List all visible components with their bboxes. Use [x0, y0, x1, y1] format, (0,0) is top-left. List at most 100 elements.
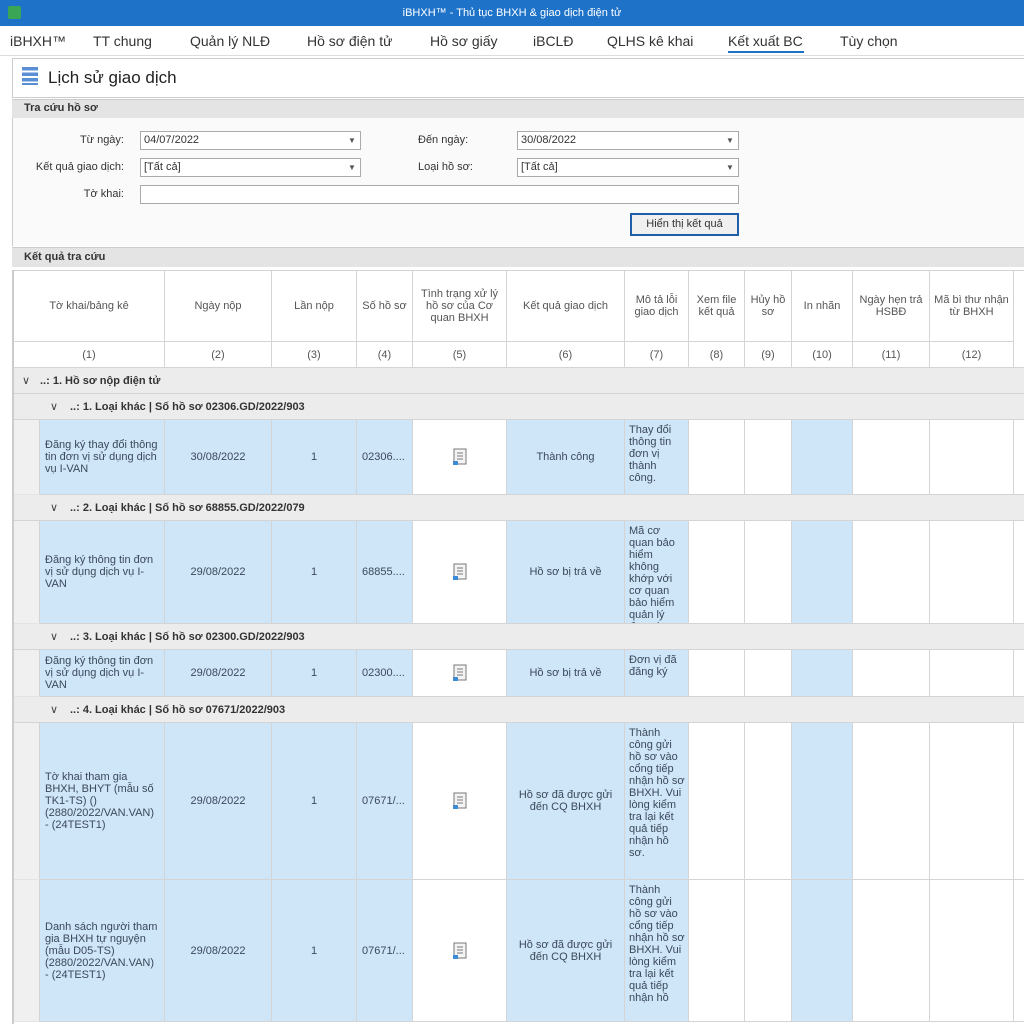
- expand-chevron[interactable]: ∨: [22, 375, 31, 387]
- menu-item[interactable]: TT chung: [93, 33, 152, 49]
- menu-item[interactable]: Hồ sơ điện tử: [307, 33, 393, 49]
- row-filler: [1014, 723, 1024, 880]
- field-label: Loại hồ sơ:: [418, 161, 473, 173]
- section-bar: [12, 247, 1024, 267]
- menu-item[interactable]: Hồ sơ giấy: [430, 33, 498, 49]
- status-icon[interactable]: [452, 563, 468, 581]
- row-filler: [1014, 420, 1024, 495]
- row-indent: [14, 420, 40, 495]
- empty-cell[interactable]: [413, 723, 507, 880]
- column-header[interactable]: Tờ khai/bảng kê: [14, 270, 165, 342]
- cell-text: 02306....: [362, 451, 405, 463]
- empty-cell: [792, 420, 853, 495]
- empty-cell: [745, 650, 792, 697]
- row-filler: [1014, 650, 1024, 697]
- table-cell: Đơn vị đã đăng ký: [625, 650, 689, 697]
- cell-text: Hồ sơ đã được gửi đến CQ BHXH: [518, 789, 613, 813]
- empty-cell: [853, 521, 930, 624]
- status-icon[interactable]: [452, 448, 468, 466]
- table-cell: 1: [272, 420, 357, 495]
- menu-item[interactable]: Kết xuất BC: [728, 33, 803, 49]
- cell-text: 1: [310, 667, 318, 679]
- cell-text: Hồ sơ đã được gửi đến CQ BHXH: [518, 938, 613, 963]
- app-icon: [8, 6, 21, 19]
- dropdown-arrow: ▼: [348, 136, 356, 145]
- empty-cell: [853, 880, 930, 1022]
- menu-item[interactable]: Quản lý NLĐ: [190, 33, 271, 49]
- column-header[interactable]: Tình trạng xử lý hồ sơ của Cơ quan BHXH: [413, 270, 507, 342]
- table-cell: Danh sách người tham gia BHXH tự nguyện …: [40, 880, 165, 1022]
- menu-item[interactable]: Tùy chọn: [840, 33, 898, 49]
- cell-text: 29/08/2022: [190, 667, 246, 679]
- empty-cell[interactable]: [413, 650, 507, 697]
- column-header[interactable]: Mã bì thư nhận từ BHXH: [930, 270, 1014, 342]
- column-header-label: Lần nộp: [294, 300, 334, 312]
- cell-text: 29/08/2022: [190, 566, 246, 578]
- column-header-label: Số hồ sơ: [362, 300, 407, 312]
- cell-text: 68855....: [362, 566, 405, 578]
- menu-item[interactable]: iBCLĐ: [533, 33, 574, 49]
- expand-chevron[interactable]: ∨: [50, 704, 59, 716]
- expand-chevron[interactable]: ∨: [50, 401, 59, 413]
- cell-text: Hồ sơ bị trả về: [529, 566, 602, 578]
- cell-text: 30/08/2022: [190, 451, 246, 463]
- menu-item[interactable]: iBHXH™: [10, 33, 67, 49]
- empty-cell: [792, 723, 853, 880]
- dropdown[interactable]: [517, 131, 739, 150]
- row-indent: [14, 723, 40, 880]
- table-cell: Hồ sơ bị trả về: [507, 521, 625, 624]
- table-cell: 1: [272, 521, 357, 624]
- column-header[interactable]: Xem file kết quả: [689, 270, 745, 342]
- table-cell: 29/08/2022: [165, 880, 272, 1022]
- column-header[interactable]: Kết quả giao dịch: [507, 270, 625, 342]
- dropdown[interactable]: [140, 131, 361, 150]
- section-title: Kết quả tra cứu: [24, 251, 106, 263]
- column-header[interactable]: Hủy hồ sơ: [745, 270, 792, 342]
- empty-cell: [853, 420, 930, 495]
- column-header[interactable]: Số hồ sơ: [357, 270, 413, 342]
- menu-bar: [0, 26, 1024, 56]
- status-icon[interactable]: [452, 664, 468, 682]
- table-cell: Đăng ký thay đổi thông tin đơn vị sử dụn…: [40, 420, 165, 495]
- search-button[interactable]: Hiển thị kết quả: [630, 213, 739, 236]
- cell-text: Đơn vị đã đăng ký: [629, 654, 677, 678]
- column-header[interactable]: Lần nộp: [272, 270, 357, 342]
- empty-cell: [745, 420, 792, 495]
- column-header[interactable]: In nhãn: [792, 270, 853, 342]
- text-input[interactable]: [140, 185, 739, 204]
- cell-text: Đăng ký thông tin đơn vị sử dụng dịch vụ…: [45, 655, 154, 691]
- cell-text: Thành công: [536, 451, 595, 463]
- cell-text: 1: [310, 451, 318, 463]
- expand-chevron[interactable]: ∨: [50, 631, 59, 643]
- column-number: (3): [272, 342, 357, 368]
- empty-cell[interactable]: [413, 880, 507, 1022]
- column-header[interactable]: Ngày hẹn trả HSBĐ: [853, 270, 930, 342]
- empty-cell: [853, 650, 930, 697]
- cell-text: Danh sách người tham gia BHXH tự nguyện …: [45, 920, 158, 981]
- row-indent: [14, 650, 40, 697]
- status-icon[interactable]: [452, 942, 468, 960]
- row-filler: [1014, 880, 1024, 1022]
- dropdown-value: 04/07/2022: [144, 134, 200, 146]
- empty-cell: [792, 880, 853, 1022]
- column-number: (10): [792, 342, 853, 368]
- dropdown[interactable]: [140, 158, 361, 177]
- expand-chevron[interactable]: ∨: [50, 502, 59, 514]
- column-header-label: Ngày hẹn trả HSBĐ: [859, 294, 923, 318]
- grid-left-border: [12, 270, 14, 1024]
- menu-item[interactable]: QLHS kê khai: [607, 33, 694, 49]
- empty-cell: [689, 650, 745, 697]
- empty-cell[interactable]: [413, 521, 507, 624]
- column-header[interactable]: Mô tả lỗi giao dịch: [625, 270, 689, 342]
- column-number: (6): [507, 342, 625, 368]
- dropdown[interactable]: [517, 158, 739, 177]
- cell-text: 29/08/2022: [190, 795, 246, 807]
- empty-cell: [689, 880, 745, 1022]
- column-header[interactable]: Ngày nộp: [165, 270, 272, 342]
- dropdown-value: [Tất cả]: [144, 161, 181, 173]
- cell-text: 1: [310, 944, 318, 957]
- status-icon[interactable]: [452, 792, 468, 810]
- section-bar: [12, 99, 1024, 118]
- column-number: (7): [625, 342, 689, 368]
- empty-cell[interactable]: [413, 420, 507, 495]
